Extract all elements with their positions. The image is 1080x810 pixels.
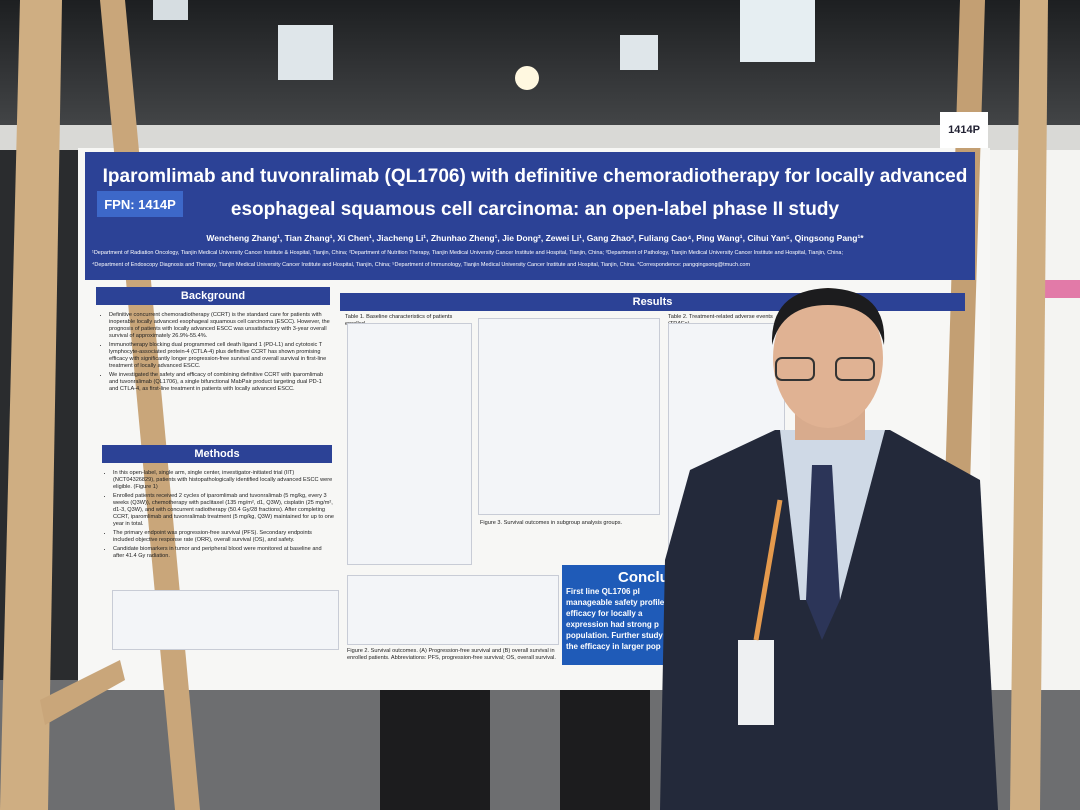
table <box>347 323 472 565</box>
conclusion-line: manageable safety profile <box>566 598 665 607</box>
affiliations: ⁴Department of Endoscopy Diagnosis and T… <box>92 262 751 268</box>
title-line: esophageal squamous cell carcinoma: an o… <box>230 199 840 220</box>
methods-text: In this open-label, single arm, single c… <box>104 470 334 562</box>
bullet: Immunotherapy blocking dual programmed c… <box>109 342 332 370</box>
title-line: Iparomlimab and tuvonralimab (QL1706) wi… <box>102 166 968 187</box>
survival-figure <box>347 575 559 645</box>
badge <box>738 640 774 725</box>
section-header: Methods <box>102 445 332 463</box>
tie <box>806 465 840 640</box>
bullet: Enrolled patients received 2 cycles of i… <box>113 493 334 528</box>
hair <box>771 288 885 345</box>
background-text: Definitive concurrent chemoradiotherapy … <box>100 312 332 395</box>
bullet: We investigated the safety and efficacy … <box>109 372 332 393</box>
board-frame <box>0 125 1080 150</box>
conclusion-line: expression had strong p <box>566 620 659 629</box>
ceiling-light <box>153 0 188 20</box>
section-header: Conclu <box>618 569 669 586</box>
bullet: In this open-label, single arm, single c… <box>113 470 334 491</box>
easel-bar <box>40 660 125 725</box>
lanyard <box>753 499 783 641</box>
face <box>773 288 883 428</box>
figure-caption: Figure 3. Survival outcomes in subgroup … <box>480 520 623 526</box>
figure-caption: Figure 2. Survival outcomes. (A) Progres… <box>347 648 556 661</box>
bullet-list: In this open-label, single arm, single c… <box>104 470 334 560</box>
bullet: The primary endpoint was progression-fre… <box>113 530 334 544</box>
authors: Wencheng Zhang¹, Tian Zhang¹, Xi Chen¹, … <box>206 233 864 243</box>
bullet: Definitive concurrent chemoradiotherapy … <box>109 312 332 340</box>
fpn-badge: FPN: 1414P <box>97 191 183 217</box>
study-design-figure <box>112 590 339 650</box>
visitor-legs <box>560 690 650 810</box>
conclusion-line: the efficacy in larger pop <box>566 642 661 651</box>
poster-header <box>85 152 975 280</box>
conclusion-line: efficacy for locally a <box>566 609 643 618</box>
easel-post <box>0 0 62 810</box>
section-header: Background <box>96 287 330 305</box>
bullet: Candidate biomarkers in tumor and periph… <box>113 546 334 560</box>
glasses <box>775 357 815 381</box>
easel-post <box>1010 0 1048 810</box>
ceiling-light <box>620 35 658 70</box>
glasses <box>835 357 875 381</box>
board-number: 1414P <box>940 112 988 148</box>
ceiling-light <box>740 0 815 62</box>
visitor-legs <box>380 690 490 810</box>
ceiling-light <box>278 25 333 80</box>
bullet-list: Definitive concurrent chemoradiotherapy … <box>100 312 332 393</box>
conclusion-text: First line QL1706 pl manageable safety pr… <box>562 586 702 652</box>
survival-figure <box>478 318 660 515</box>
spot-lamp <box>515 66 539 90</box>
conclusion-line: population. Further study <box>566 631 663 640</box>
conclusion-line: First line QL1706 pl <box>566 587 640 596</box>
affiliations: ¹Department of Radiation Oncology, Tianj… <box>92 250 843 256</box>
